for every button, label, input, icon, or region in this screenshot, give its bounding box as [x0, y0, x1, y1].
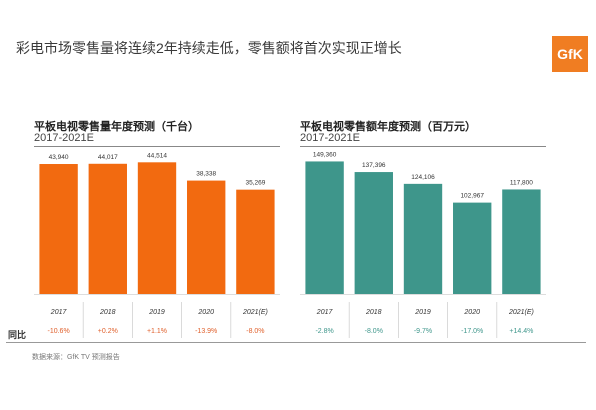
- value-bar: [305, 161, 344, 294]
- volume-yoy-label: -13.9%: [195, 328, 217, 335]
- value-bar: [453, 202, 492, 294]
- volume-title-rule: [34, 146, 280, 147]
- volume-yoy-label: -8.0%: [246, 328, 264, 335]
- value-tick-label: 2018: [365, 309, 382, 316]
- value-axis-line: [300, 294, 546, 295]
- volume-tick-label: 2018: [99, 309, 116, 316]
- value-tick-label: 2019: [414, 309, 431, 316]
- volume-yoy-label: +0.2%: [98, 328, 118, 335]
- volume-chart-title: 平板电视零售量年度预测（千台）: [34, 121, 199, 133]
- slide-title: 彩电市场零售量将连续2年持续走低，零售额将首次实现正增长: [16, 40, 402, 56]
- volume-bar: [187, 180, 226, 294]
- volume-bar: [236, 189, 275, 294]
- yoy-row-label: 同比: [8, 330, 27, 340]
- volume-data-label: 44,017: [98, 154, 118, 161]
- value-bar: [502, 189, 541, 294]
- value-data-label: 137,396: [362, 162, 386, 169]
- value-chart-title: 平板电视零售额年度预测（百万元）: [300, 121, 476, 133]
- value-data-label: 117,800: [510, 179, 533, 186]
- value-yoy-label: -9.7%: [414, 328, 432, 335]
- volume-data-label: 44,514: [147, 152, 167, 159]
- volume-data-label: 35,269: [245, 180, 265, 187]
- value-tick-label: 2017: [316, 309, 334, 316]
- volume-tick-label: 2017: [50, 309, 68, 316]
- volume-axis-line: [34, 294, 280, 295]
- volume-yoy-label: -10.6%: [48, 328, 70, 335]
- volume-bar: [137, 162, 177, 294]
- gfk-logo: GfK: [552, 36, 588, 72]
- value-chart-subtitle: 2017-2021E: [300, 132, 360, 144]
- value-data-label: 124,106: [411, 174, 435, 181]
- volume-bar: [88, 163, 127, 294]
- volume-data-label: 38,338: [196, 171, 216, 178]
- volume-tick-label: 2021(E): [242, 309, 268, 316]
- volume-chart-subtitle: 2017-2021E: [34, 132, 94, 144]
- volume-bar: [39, 164, 78, 294]
- source-note: 数据来源：GfK TV 预测报告: [32, 354, 120, 361]
- value-tick-label: 2020: [463, 309, 480, 316]
- volume-data-label: 43,940: [49, 154, 69, 161]
- value-tick-label: 2021(E): [508, 309, 534, 316]
- logo-text: GfK: [557, 46, 583, 62]
- volume-yoy-label: +1.1%: [147, 328, 167, 335]
- value-title-rule: [300, 146, 546, 147]
- value-data-label: 149,360: [313, 151, 337, 158]
- value-data-label: 102,967: [460, 193, 484, 200]
- volume-tick-label: 2020: [197, 309, 214, 316]
- volume-tick-label: 2019: [148, 309, 165, 316]
- value-yoy-label: -17.0%: [461, 328, 483, 335]
- value-yoy-label: -8.0%: [365, 328, 383, 335]
- value-yoy-label: +14.4%: [509, 328, 533, 335]
- value-bar: [403, 183, 443, 294]
- value-bar: [354, 172, 393, 294]
- value-yoy-label: -2.8%: [315, 328, 333, 335]
- bottom-divider: [6, 342, 586, 343]
